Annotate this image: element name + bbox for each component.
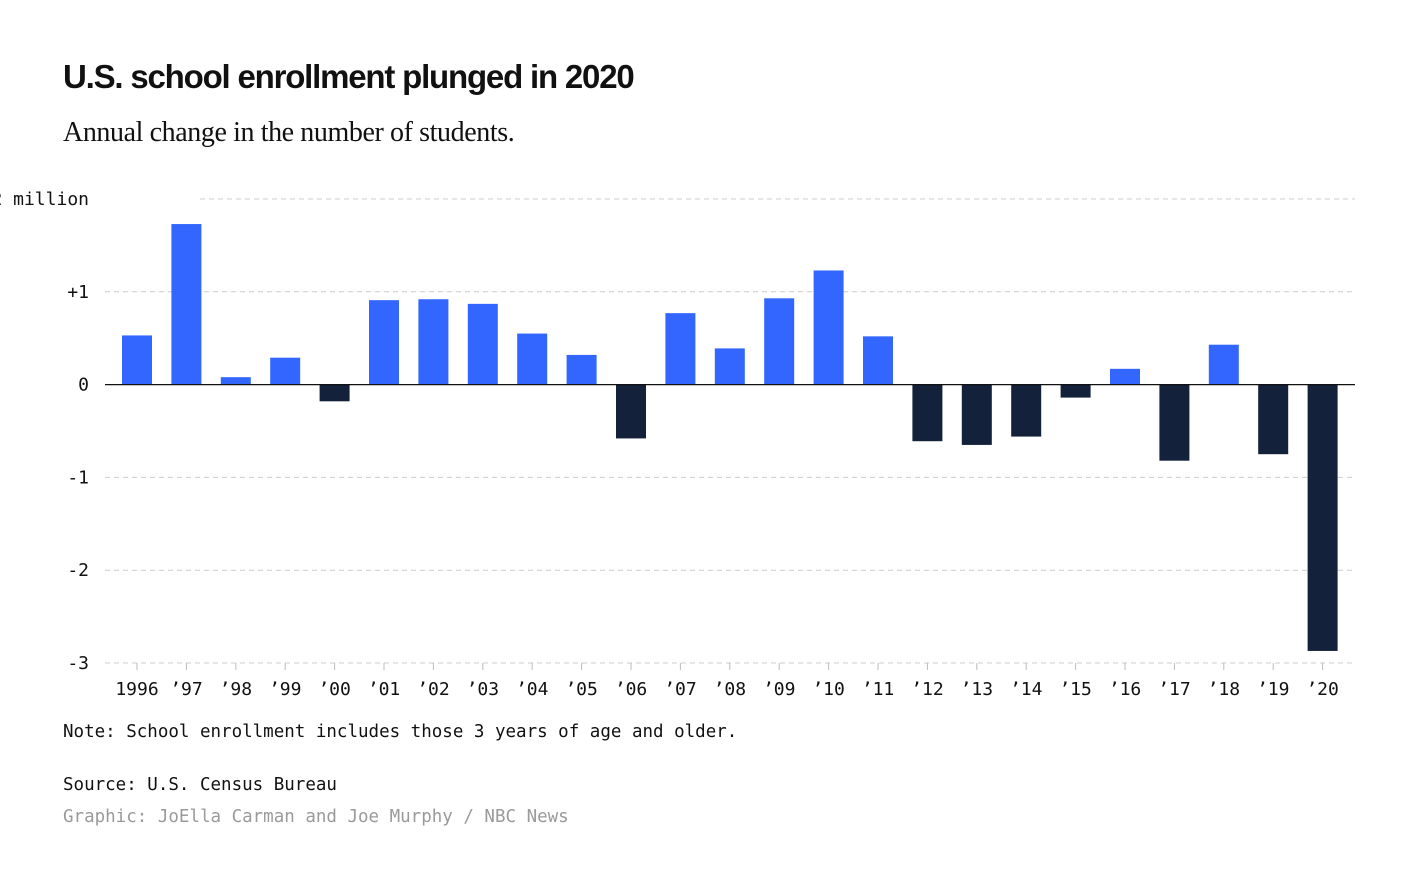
bar-14: [1011, 384, 1042, 437]
x-tick-label: ’09: [763, 679, 796, 700]
bar-17: [1159, 384, 1190, 461]
bar-20: [1307, 384, 1338, 651]
x-tick-label: ’13: [961, 679, 994, 700]
chart-source: Source: U.S. Census Bureau: [63, 775, 337, 795]
bar-09: [764, 298, 795, 385]
x-tick-label: ’99: [269, 679, 302, 700]
y-tick-label: 0: [78, 375, 89, 396]
y-tick-label: -1: [67, 467, 89, 488]
bar-06: [616, 384, 646, 439]
x-tick-label: ’98: [220, 679, 253, 700]
x-tick-label: ’04: [516, 679, 549, 700]
bar-04: [517, 333, 548, 385]
x-tick-label: ’19: [1257, 679, 1290, 700]
x-tick-label: ’20: [1306, 679, 1339, 700]
x-tick-label: ’05: [565, 679, 598, 700]
x-tick-label: ’08: [714, 679, 747, 700]
bar-1996: [122, 335, 152, 385]
x-tick-label: ’10: [812, 679, 845, 700]
bar-chart: +2 million +1 0 -1 -2 -3 1996 ’97 ’98 ’99 ’00 ’01 ’0…: [0, 189, 1355, 700]
chart-subtitle: Annual change in the number of students.: [63, 117, 515, 148]
bar-01: [369, 300, 399, 385]
x-tick-label: ’07: [664, 679, 697, 700]
bar-08: [714, 348, 745, 385]
x-tick-label: ’01: [368, 679, 401, 700]
y-tick-label: +2 million: [0, 189, 89, 210]
chart-credit: Graphic: JoElla Carman and Joe Murphy / …: [63, 807, 569, 827]
bar-03: [467, 303, 498, 385]
bar-15: [1060, 384, 1091, 398]
bar-07: [665, 313, 696, 385]
bar-10: [813, 270, 844, 385]
x-tick-label: ’14: [1010, 679, 1043, 700]
bar-99: [270, 357, 301, 385]
bar-19: [1258, 384, 1289, 455]
x-tick-label: ’17: [1158, 679, 1191, 700]
chart-title: U.S. school enrollment plunged in 2020: [63, 58, 635, 95]
bar-12: [912, 384, 943, 442]
x-tick-label: ’06: [615, 679, 648, 700]
x-tick-label: ’16: [1109, 679, 1142, 700]
x-tick-label: ’15: [1059, 679, 1092, 700]
bar-02: [418, 299, 449, 385]
x-tick-label: ’02: [417, 679, 450, 700]
bar-11: [863, 336, 893, 385]
x-tick-label: ’03: [467, 679, 500, 700]
x-tick-label: ’18: [1208, 679, 1241, 700]
x-tick-label: ’97: [170, 679, 203, 700]
chart-note: Note: School enrollment includes those 3…: [63, 722, 738, 742]
x-tick-label: ’11: [862, 679, 895, 700]
y-tick-label: -2: [67, 560, 89, 581]
bar-98: [220, 377, 251, 385]
y-tick-label: -3: [67, 653, 89, 674]
bar-97: [171, 224, 202, 385]
x-tick-label: ’12: [911, 679, 944, 700]
bar-05: [566, 354, 597, 385]
y-tick-label: +1: [67, 282, 89, 303]
x-tick-label: ’00: [318, 679, 351, 700]
bar-13: [961, 384, 992, 445]
bar-16: [1110, 368, 1140, 385]
x-tick-label: 1996: [115, 679, 158, 700]
bar-18: [1208, 344, 1239, 385]
bar-00: [319, 384, 350, 402]
